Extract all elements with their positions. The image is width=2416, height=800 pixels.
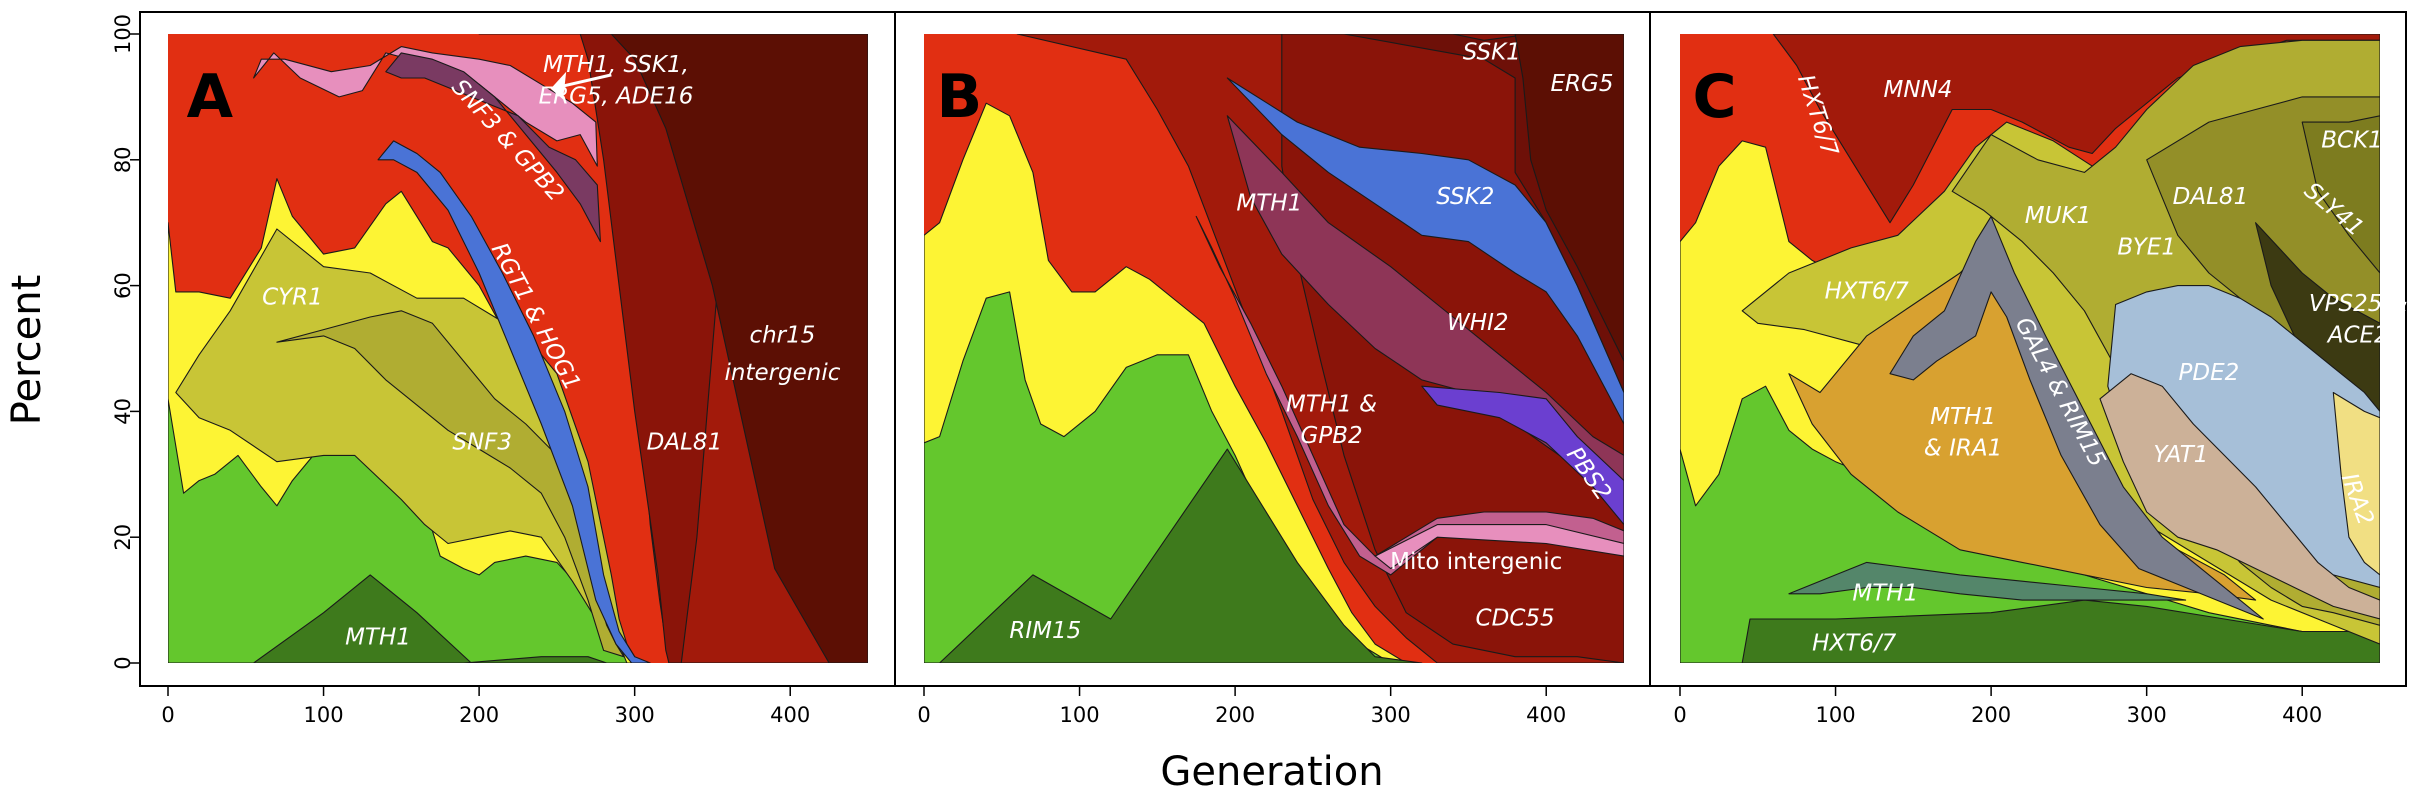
x-tick-label: 200: [459, 703, 499, 727]
area-region: [1741, 599, 2380, 663]
series-label: BYE1: [2117, 234, 2176, 260]
area-region: [463, 656, 608, 663]
x-tick-label: 200: [1971, 703, 2011, 727]
panels: 0 100 200 300 400 0 20 40 60 80 100 A MTH1, SSK1, ERG…: [111, 11, 2408, 727]
series-label: Mito intergenic: [1390, 549, 1562, 575]
series-label: MTH1: [1852, 580, 1918, 606]
y-tick-label: 0: [111, 656, 135, 669]
area-region: [253, 46, 598, 167]
series-label: SNF3: [452, 429, 512, 455]
arrow-head: [550, 71, 567, 100]
area-region: [1421, 385, 1624, 526]
y-tick-label: 60: [111, 272, 135, 299]
annotation-arrow: [556, 73, 612, 89]
y-axis-title: Percent: [4, 275, 50, 426]
area-regions: [168, 34, 868, 663]
x-tick-label: 400: [2282, 703, 2322, 727]
area-region: [1226, 115, 1624, 488]
y-tick-label: 20: [111, 524, 135, 551]
area-region: [377, 140, 651, 663]
area-region: [1226, 77, 1624, 425]
series-label: ACE2: [2326, 322, 2389, 348]
area-regions: [1680, 34, 2380, 663]
area-region: [1788, 561, 2187, 601]
series-label: DAL81: [2173, 184, 2249, 210]
series-label: & IRA1: [1924, 436, 2002, 462]
series-label: MUK1: [2025, 203, 2091, 229]
x-tick-label: 100: [1816, 703, 1856, 727]
area-region: [2301, 115, 2380, 274]
panel-letter: A: [187, 62, 234, 132]
area-region: [1514, 34, 1624, 362]
y-tick-label: 80: [111, 146, 135, 173]
area-region: [1374, 524, 1624, 570]
series-label: CDC55: [1476, 605, 1555, 631]
panel-b: 0 100 200 300 400 B SSK1 ERG5 MTH1 SSK2 WHI2 MTH1 &…: [894, 11, 1651, 727]
area-region: [939, 448, 1423, 663]
series-label: SSK1: [1463, 39, 1521, 65]
area-region: [1788, 241, 2257, 601]
series-label: YAT1: [2153, 442, 2208, 468]
area-regions: [924, 34, 1624, 663]
panel-frame: [1649, 11, 2407, 687]
series-label: MNN4: [1884, 77, 1953, 103]
series-label: VPS25 &: [2309, 291, 2408, 317]
series-label: SSK2: [1436, 184, 1494, 210]
x-tick-label: 0: [161, 703, 174, 727]
series-label: ERG5: [1551, 71, 1614, 97]
series-label: MTH1: [1236, 190, 1302, 216]
series-label: MTH1: [1930, 404, 1996, 430]
x-tick-label: 0: [917, 703, 930, 727]
x-tick-label: 100: [304, 703, 344, 727]
series-label: MTH1, SSK1,: [543, 52, 689, 78]
area-region: [385, 52, 601, 243]
y-tick-label: 100: [111, 14, 135, 54]
series-label: HXT6/7: [1812, 631, 1896, 657]
x-tick-label: 300: [2127, 703, 2167, 727]
x-tick-label: 0: [1673, 703, 1686, 727]
series-label: RIM15: [1009, 618, 1081, 644]
area-region: [587, 34, 868, 663]
panel-letter: C: [1692, 62, 1736, 132]
area-region: [2099, 373, 2380, 620]
series-label: WHI2: [1447, 310, 1508, 336]
x-tick-label: 100: [1060, 703, 1100, 727]
x-tick-label: 400: [1526, 703, 1566, 727]
series-label: DAL81: [647, 429, 723, 455]
x-tick-label: 200: [1215, 703, 1255, 727]
area-region: [2332, 391, 2380, 576]
series-label: MTH1 &: [1286, 392, 1377, 418]
series-label: BCK1: [2321, 127, 2383, 153]
series-label: MTH1: [345, 624, 411, 650]
x-axis-title: Generation: [1160, 749, 1383, 795]
x-tick-label: 300: [615, 703, 655, 727]
series-label: chr15: [749, 322, 815, 348]
series-label: PDE2: [2179, 360, 2240, 386]
x-tick-label: 400: [770, 703, 810, 727]
series-label: GPB2: [1301, 423, 1363, 449]
area-region: [276, 310, 625, 658]
y-tick-label: 40: [111, 398, 135, 425]
x-tick-label: 300: [1371, 703, 1411, 727]
panel-letter: B: [936, 62, 982, 132]
area-region: [1889, 215, 2264, 620]
area-region: [253, 574, 472, 663]
series-label: intergenic: [724, 360, 840, 386]
series-label: HXT6/7: [1825, 278, 1909, 304]
series-label: CYR1: [262, 285, 323, 311]
